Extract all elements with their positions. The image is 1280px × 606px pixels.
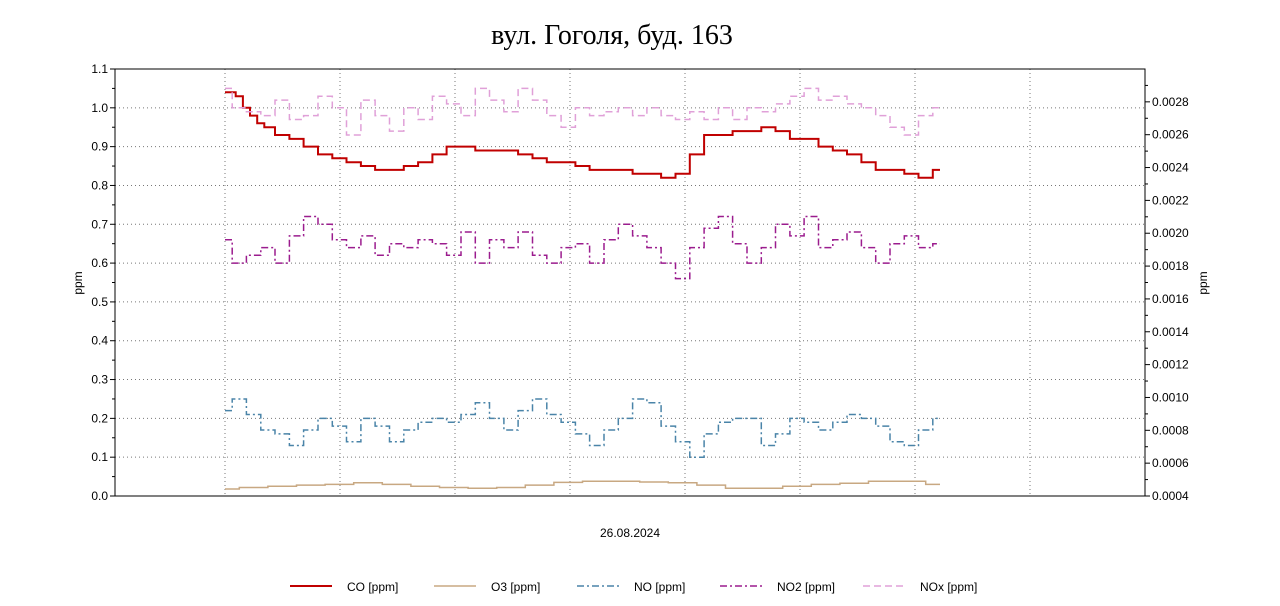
y-tick-label-right: 0.0022 <box>1152 193 1189 207</box>
series-layer <box>225 87 940 490</box>
series-line-nox <box>225 87 940 136</box>
y-tick-label-right: 0.0026 <box>1152 128 1189 142</box>
legend-label-no2: NO2 [ppm] <box>777 580 835 594</box>
legend: CO [ppm] O3 [ppm] NO [ppm] NO2 [ppm] NOx [pp… <box>290 580 977 594</box>
y-tick-label-left: 0.2 <box>91 411 108 425</box>
series-line-co <box>225 91 940 179</box>
y-tick-label-right: 0.0008 <box>1152 423 1189 437</box>
legend-label-no: NO [ppm] <box>634 580 685 594</box>
y-tick-label-left: 0.6 <box>91 256 108 270</box>
y-tick-label-right: 0.0014 <box>1152 325 1189 339</box>
y-tick-label-left: 1.0 <box>91 101 108 115</box>
y-tick-label-right: 0.0004 <box>1152 489 1189 503</box>
y-tick-label-left: 0.8 <box>91 178 108 192</box>
chart-title: вул. Гоголя, буд. 163 <box>491 20 733 51</box>
y-axis-label-right: ppm <box>1196 271 1210 294</box>
y-axis-right: 0.0004 0.0006 0.0008 0.0010 0.0012 0.0014 0.00… <box>1145 84 1189 503</box>
legend-label-nox: NOx [ppm] <box>920 580 977 594</box>
y-tick-label-left: 1.1 <box>91 62 108 76</box>
y-tick-label-right: 0.0020 <box>1152 226 1189 240</box>
x-axis-label: 26.08.2024 <box>600 526 660 540</box>
plot-frame <box>114 68 1146 497</box>
y-tick-label-right: 0.0028 <box>1152 95 1189 109</box>
y-axis-left: 0.0 0.1 0.2 0.3 0.4 0.5 0.6 0.7 0.8 0.9 1.0 1.1 <box>91 62 115 503</box>
y-tick-label-right: 0.0006 <box>1152 456 1189 470</box>
series-line-no2 <box>225 215 940 280</box>
grid-lines <box>115 68 1145 497</box>
y-tick-label-right: 0.0010 <box>1152 390 1189 404</box>
series-line-o3 <box>225 480 940 490</box>
series-line-no <box>225 398 940 458</box>
y-axis-label-left: ppm <box>71 271 85 294</box>
y-tick-label-left: 0.9 <box>91 140 108 154</box>
y-tick-label-left: 0.1 <box>91 450 108 464</box>
y-tick-label-right: 0.0024 <box>1152 161 1189 175</box>
y-tick-label-right: 0.0012 <box>1152 358 1189 372</box>
legend-label-co: CO [ppm] <box>347 580 398 594</box>
y-tick-label-right: 0.0016 <box>1152 292 1189 306</box>
y-tick-label-right: 0.0018 <box>1152 259 1189 273</box>
y-tick-label-left: 0.5 <box>91 295 108 309</box>
y-tick-label-left: 0.0 <box>91 489 108 503</box>
y-tick-label-left: 0.3 <box>91 373 108 387</box>
legend-label-o3: O3 [ppm] <box>491 580 540 594</box>
y-tick-label-left: 0.7 <box>91 217 108 231</box>
y-tick-label-left: 0.4 <box>91 334 108 348</box>
